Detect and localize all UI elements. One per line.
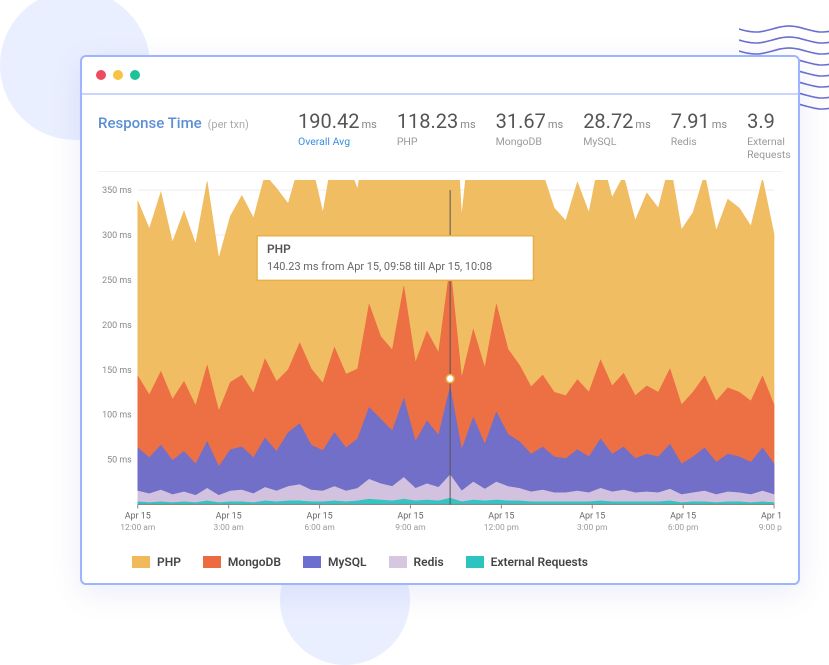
metric-value: 3.9: [747, 109, 791, 133]
metric-overall-avg[interactable]: 190.42ms Overall Avg: [298, 109, 377, 161]
window-titlebar: [82, 57, 798, 95]
chart-title-block: Response Time (per txn): [98, 109, 278, 132]
metric-mongodb[interactable]: 31.67ms MongoDB: [496, 109, 564, 161]
svg-text:50 ms: 50 ms: [107, 456, 132, 466]
chart-tooltip-title: PHP: [267, 242, 291, 256]
metric-label: Redis: [671, 135, 727, 148]
chart-legend: PHP MongoDB MySQL Redis External Requests: [98, 545, 782, 573]
svg-text:3:00 am: 3:00 am: [213, 523, 243, 533]
svg-text:12:00 pm: 12:00 pm: [484, 523, 519, 533]
legend-swatch: [389, 556, 407, 568]
browser-window: Response Time (per txn) 190.42ms Overall …: [80, 55, 800, 585]
chart-area[interactable]: 50 ms 100 ms 150 ms 200 ms 250 ms 300 ms 350 m…: [98, 180, 782, 545]
legend-item-php[interactable]: PHP: [132, 555, 181, 569]
legend-label: Redis: [414, 555, 444, 569]
legend-item-external-requests[interactable]: External Requests: [466, 555, 588, 569]
svg-text:Apr 15: Apr 15: [579, 512, 605, 522]
legend-label: MongoDB: [228, 555, 281, 569]
svg-text:9:00 pm: 9:00 pm: [759, 523, 782, 533]
metric-label: MySQL: [583, 135, 651, 148]
legend-swatch: [303, 556, 321, 568]
metric-value: 31.67ms: [496, 109, 564, 133]
metric-value: 28.72ms: [583, 109, 651, 133]
chart-tooltip-text: 140.23 ms from Apr 15, 09:58 till Apr 15…: [267, 260, 492, 273]
metric-external-requests[interactable]: 3.9External Requests: [747, 109, 791, 161]
window-dot-max[interactable]: [130, 70, 140, 80]
svg-text:Apr 15: Apr 15: [670, 512, 696, 522]
metrics-row: Response Time (per txn) 190.42ms Overall …: [98, 109, 782, 172]
svg-text:Apr 15: Apr 15: [397, 512, 423, 522]
metric-php[interactable]: 118.23ms PHP: [397, 109, 476, 161]
metric-value: 7.91ms: [671, 109, 727, 133]
svg-text:Apr 15: Apr 15: [216, 512, 242, 522]
svg-text:Apr 15: Apr 15: [307, 512, 333, 522]
svg-text:12:00 am: 12:00 am: [120, 523, 155, 533]
metric-redis[interactable]: 7.91ms Redis: [671, 109, 727, 161]
svg-text:350 ms: 350 ms: [102, 186, 132, 196]
svg-text:9:00 am: 9:00 am: [395, 523, 425, 533]
svg-text:300 ms: 300 ms: [102, 231, 132, 241]
svg-text:6:00 pm: 6:00 pm: [668, 523, 698, 533]
metric-value: 118.23ms: [397, 109, 476, 133]
chart-hover-marker: [446, 375, 454, 383]
svg-text:Apr 15: Apr 15: [125, 512, 151, 522]
metric-label: MongoDB: [496, 135, 564, 148]
legend-item-mysql[interactable]: MySQL: [303, 555, 367, 569]
chart-tooltip: [257, 236, 533, 281]
svg-text:Apr 15: Apr 15: [761, 512, 782, 522]
legend-swatch: [466, 556, 484, 568]
svg-text:150 ms: 150 ms: [102, 366, 132, 376]
legend-label: MySQL: [328, 555, 367, 569]
svg-text:250 ms: 250 ms: [102, 276, 132, 286]
legend-item-redis[interactable]: Redis: [389, 555, 444, 569]
window-content: Response Time (per txn) 190.42ms Overall …: [82, 95, 798, 583]
svg-text:100 ms: 100 ms: [102, 411, 132, 421]
svg-text:6:00 am: 6:00 am: [304, 523, 334, 533]
legend-label: External Requests: [491, 555, 588, 569]
metric-value: 190.42ms: [298, 109, 377, 133]
metric-label: External Requests: [747, 135, 791, 161]
window-dot-min[interactable]: [113, 70, 123, 80]
legend-label: PHP: [157, 555, 181, 569]
metric-label: PHP: [397, 135, 476, 148]
chart-subtitle: (per txn): [208, 118, 249, 131]
svg-text:3:00 pm: 3:00 pm: [577, 523, 607, 533]
svg-text:200 ms: 200 ms: [102, 321, 132, 331]
metric-mysql[interactable]: 28.72ms MySQL: [583, 109, 651, 161]
legend-swatch: [132, 556, 150, 568]
chart-title: Response Time: [98, 114, 202, 132]
legend-item-mongodb[interactable]: MongoDB: [203, 555, 281, 569]
legend-swatch: [203, 556, 221, 568]
window-dot-close[interactable]: [96, 70, 106, 80]
metric-label: Overall Avg: [298, 135, 377, 148]
svg-text:Apr 15: Apr 15: [488, 512, 514, 522]
